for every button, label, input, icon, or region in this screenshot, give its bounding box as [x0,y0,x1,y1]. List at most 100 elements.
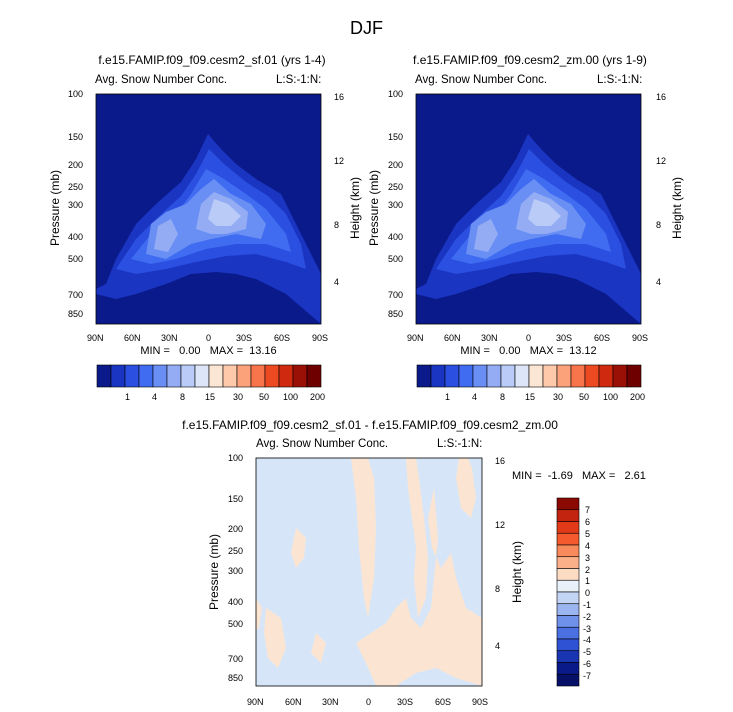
panel2-ytick-400: 400 [388,232,404,242]
panel3-positive-region-3 [456,458,476,518]
panel1-ytick-400: 400 [68,232,84,242]
cbar3-swatch-10 [556,615,580,628]
panel2-xtick-90n: 90N [407,333,424,343]
panel3-positive-region-8 [256,598,262,630]
panel3-ytick-200: 200 [228,524,244,534]
cbar2-swatch-2 [444,364,460,388]
cbar3-swatch-14 [556,662,580,675]
panel1-xtick-0: 0 [206,333,212,343]
panel3-positive-region-2 [406,458,428,618]
panel1-y2tick-8: 8 [334,220,340,230]
panel3-y2tick-8: 8 [495,584,501,594]
colorbar2-label-4: 4 [472,392,478,402]
colorbar-1 [96,364,322,388]
cbar1-swatch-10 [236,364,252,388]
panel1-ytick-150: 150 [68,132,84,142]
panel1-y2label: Height (km) [348,176,362,240]
cbar2-swatch-6 [500,364,516,388]
cbar1-swatch-5 [166,364,182,388]
colorbar2-label-100: 100 [603,392,619,402]
panel2-y2tick-16: 16 [656,92,667,102]
colorbar1-label-4: 4 [152,392,158,402]
cbar3-swatch-4 [556,544,580,558]
panel3-stats: MIN = -1.69 MAX = 2.61 [512,470,646,482]
panel3-ytick-150: 150 [228,494,244,504]
colorbar3-label-0: 0 [585,588,591,598]
panel2-ytick-250: 250 [388,182,404,192]
panel2-y2label: Height (km) [670,176,684,240]
colorbar3-label-6: 6 [585,517,591,527]
panel3-y2tick-4: 4 [495,641,501,651]
cbar3-swatch-5 [556,556,580,569]
panel3-plot [255,457,483,687]
panel3-xtick-30s: 30S [397,697,414,707]
cbar2-swatch-9 [542,364,558,388]
cbar1-swatch-8 [208,364,224,388]
colorbar3-label-m1: -1 [583,600,592,610]
cbar1-swatch-15 [306,364,322,388]
cbar1-swatch-3 [138,364,154,388]
panel1-level-label: L:S:-1:N: [276,74,322,86]
cbar3-swatch-0 [556,497,580,511]
cbar1-swatch-2 [124,364,140,388]
cbar1-swatch-1 [110,364,126,388]
colorbar3-label-m6: -6 [583,659,592,669]
panel3-ytick-850: 850 [228,673,244,683]
colorbar1-label-30: 30 [233,392,244,402]
panel1-xtick-90s: 90S [312,333,329,343]
colorbar3-label-5: 5 [585,529,591,539]
panel3-positive-region-4 [356,488,482,686]
cbar2-swatch-13 [598,364,614,388]
panel3-ytick-700: 700 [228,654,244,664]
cbar2-swatch-8 [528,364,544,388]
panel1-ytick-500: 500 [68,254,84,264]
colorbar1-label-1: 1 [125,392,131,402]
panel2-xtick-0: 0 [526,333,532,343]
panel1-contour-7 [154,219,178,252]
panel2-ytick-500: 500 [388,254,404,264]
colorbar3-label-1: 1 [585,576,591,586]
cbar1-swatch-11 [250,364,266,388]
panel1-stats: MIN = 0.00 MAX = 13.16 [140,345,277,357]
panel3-variable-label: Avg. Snow Number Conc. [256,438,389,450]
panel2-plot [415,93,642,325]
panel3-ytick-300: 300 [228,566,244,576]
colorbar1-label-100: 100 [283,392,299,402]
panel1-plot [95,93,322,325]
panel2-y2tick-8: 8 [656,220,662,230]
cbar2-swatch-5 [486,364,502,388]
colorbar-2 [416,364,642,388]
panel2-ytick-850: 850 [388,309,404,319]
panel1-xtick-30s: 30S [236,333,253,343]
panel3-y2tick-12: 12 [495,520,506,530]
cbar2-swatch-11 [570,364,586,388]
panel1-y2tick-4: 4 [334,277,340,287]
panel3-positive-region-1 [351,458,376,618]
cbar2-swatch-0 [416,364,432,388]
colorbar1-label-200: 200 [310,392,326,402]
panel3-title: f.e15.FAMIP.f09_f09.cesm2_sf.01 - f.e15.… [182,418,558,432]
panel3-ylabel: Pressure (mb) [207,533,221,611]
cbar2-swatch-1 [430,364,446,388]
panel2-ytick-200: 200 [388,160,404,170]
panel2-ytick-100: 100 [388,89,404,99]
panel2-xtick-30n: 30N [481,333,498,343]
panel2-stats: MIN = 0.00 MAX = 13.12 [460,345,597,357]
panel3-positive-region-6 [264,608,286,668]
cbar1-swatch-0 [96,364,112,388]
colorbar3-label-2: 2 [585,565,591,575]
cbar3-swatch-9 [556,603,580,616]
panel2-ytick-150: 150 [388,132,404,142]
panel1-contour-6 [208,199,241,226]
panel2-contour-7 [474,219,498,252]
panel1-ytick-700: 700 [68,290,84,300]
cbar3-swatch-3 [556,532,580,546]
colorbar3-label-3: 3 [585,553,591,563]
cbar1-swatch-7 [194,364,210,388]
panel3-level-label: L:S:-1:N: [437,438,483,450]
panel1-title: f.e15.FAMIP.f09_f09.cesm2_sf.01 (yrs 1-4… [98,53,326,67]
panel3-ytick-400: 400 [228,597,244,607]
panel1-ylabel: Pressure (mb) [48,169,62,247]
colorbar3-label-m4: -4 [583,635,592,645]
colorbar1-label-8: 8 [180,392,186,402]
